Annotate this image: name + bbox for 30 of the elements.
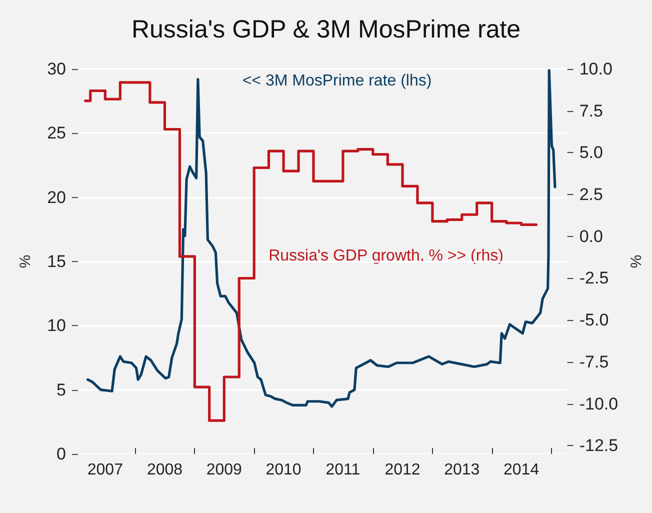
x-tick-label: 2013 [444,462,480,478]
y2-tick-label: -7.5 [579,352,609,372]
y-tick-label: 5 [56,380,66,400]
y2-tick-label: 5.0 [579,143,603,162]
y-tick-label: 25 [47,124,66,143]
x-tick-label: 2010 [266,462,302,478]
y2-tick-label: 0.0 [579,226,603,246]
y2-tick-label: 7.5 [579,101,603,120]
y2-tick-label: 2.5 [579,185,603,204]
y-tick-label: 30 [47,60,66,78]
y-axis-title: % [17,254,34,268]
y2-tick-label: 10.0 [579,60,612,78]
x-tick-label: 2009 [206,462,242,478]
y-tick-label: 0 [56,444,66,464]
x-tick-label: 2012 [384,462,420,478]
x-tick-label: 2008 [146,462,183,478]
y-tick-label: 20 [47,188,66,207]
x-tick-label: 2014 [504,462,540,478]
y-tick-label: 15 [47,252,66,271]
x-tick-label: 2007 [87,462,124,478]
y2-tick-label: -2.5 [579,268,609,288]
chart-title: Russia's GDP & 3M MosPrime rate [131,16,521,44]
text: << 3M MosPrime rate (lhs) [242,72,432,90]
x-tick-label: 2011 [326,462,360,478]
y2-tick-label: -10.0 [579,394,618,414]
y-tick-label: 10 [47,316,66,336]
y2-tick-label: -12.5 [579,436,618,456]
series-label: Russia's GDP growth, % >> (rhs) [268,248,504,264]
y2-tick-label: -5.0 [579,310,609,330]
y2-axis-title: % [628,254,645,268]
